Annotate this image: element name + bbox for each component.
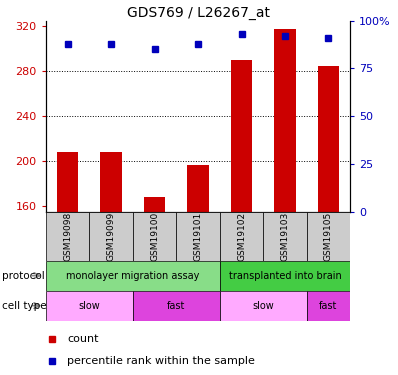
Bar bbox=[220, 261, 350, 291]
Bar bbox=[230, 60, 252, 212]
Text: cell type: cell type bbox=[2, 301, 47, 310]
Text: slow: slow bbox=[78, 301, 100, 310]
Text: GSM19099: GSM19099 bbox=[107, 211, 115, 261]
Bar bbox=[46, 291, 133, 321]
Bar bbox=[318, 66, 339, 212]
Bar bbox=[144, 197, 166, 212]
Text: percentile rank within the sample: percentile rank within the sample bbox=[67, 356, 255, 366]
Title: GDS769 / L26267_at: GDS769 / L26267_at bbox=[127, 6, 269, 20]
Text: fast: fast bbox=[167, 301, 185, 310]
Text: GSM19102: GSM19102 bbox=[237, 211, 246, 261]
Bar bbox=[220, 212, 263, 261]
Text: protocol: protocol bbox=[2, 271, 45, 280]
Text: GSM19103: GSM19103 bbox=[281, 211, 289, 261]
Bar bbox=[307, 291, 350, 321]
Bar bbox=[176, 212, 220, 261]
Bar bbox=[57, 152, 78, 212]
Bar bbox=[100, 152, 122, 212]
Text: GSM19098: GSM19098 bbox=[63, 211, 72, 261]
Text: slow: slow bbox=[252, 301, 274, 310]
Text: GSM19100: GSM19100 bbox=[150, 211, 159, 261]
Bar bbox=[187, 165, 209, 212]
Bar bbox=[307, 212, 350, 261]
Text: count: count bbox=[67, 333, 99, 344]
Bar bbox=[46, 261, 220, 291]
Bar bbox=[46, 212, 89, 261]
Text: fast: fast bbox=[319, 301, 338, 310]
Text: GSM19105: GSM19105 bbox=[324, 211, 333, 261]
Text: GSM19101: GSM19101 bbox=[193, 211, 203, 261]
Bar bbox=[263, 212, 307, 261]
Text: transplanted into brain: transplanted into brain bbox=[228, 271, 341, 280]
Bar bbox=[133, 291, 220, 321]
Bar bbox=[220, 291, 307, 321]
Bar bbox=[274, 28, 296, 212]
Bar bbox=[133, 212, 176, 261]
Text: monolayer migration assay: monolayer migration assay bbox=[66, 271, 199, 280]
Bar bbox=[89, 212, 133, 261]
